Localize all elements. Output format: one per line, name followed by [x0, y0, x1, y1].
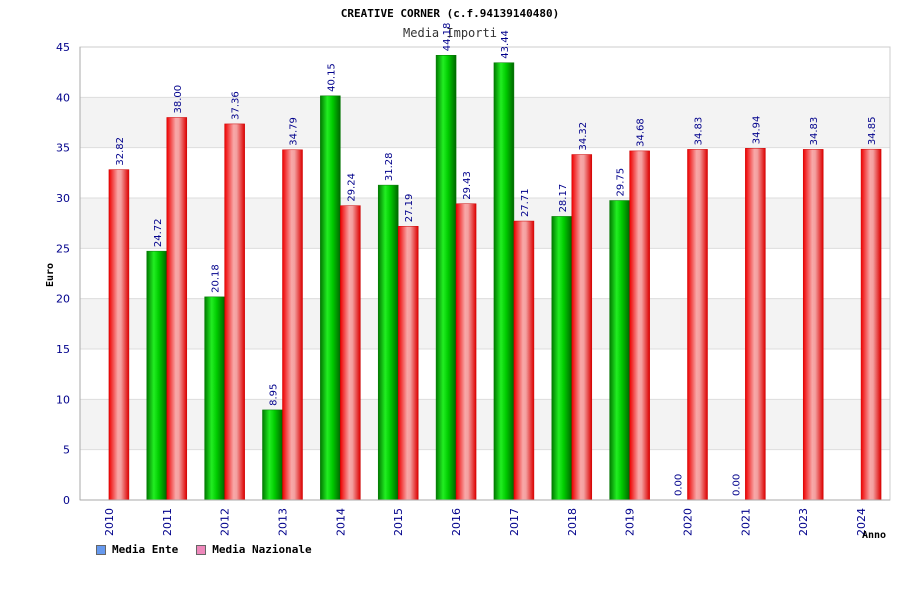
bar-nazionale-2014 [340, 205, 361, 501]
legend-swatch-nazionale [196, 544, 207, 555]
bar-nazionale-2024 [860, 148, 882, 501]
value-label-ente-2014: 40.15 [326, 63, 337, 92]
bar-nazionale-2019 [629, 150, 650, 501]
bar-ente-2017 [493, 62, 515, 501]
value-label-nazionale-2023: 34.83 [809, 117, 820, 146]
legend-item-nazionale: Media Nazionale [196, 543, 312, 556]
y-tick-label: 20 [56, 293, 70, 306]
value-label-ente-2021: 0.00 [731, 474, 742, 496]
plot-band [80, 47, 890, 98]
value-labels: 32.82 24.72 38.00 20.18 37.36 8.95 34.79 40.15 2… [115, 23, 878, 496]
value-label-ente-2016: 44.18 [442, 23, 453, 52]
value-label-ente-2019: 29.75 [616, 168, 627, 197]
bars [108, 55, 882, 501]
plot-band [80, 349, 890, 400]
value-label-nazionale-2017: 27.71 [520, 188, 531, 217]
value-label-nazionale-2016: 29.43 [462, 171, 473, 200]
legend-label-nazionale: Media Nazionale [212, 543, 312, 556]
y-tick-label: 0 [63, 494, 70, 507]
y-tick-label: 15 [56, 343, 70, 356]
plot-band [80, 449, 890, 500]
plot-band [80, 147, 890, 198]
value-label-nazionale-2010: 32.82 [115, 137, 126, 166]
bar-nazionale-2013 [282, 149, 303, 501]
x-axis-label: Anno [862, 530, 886, 541]
y-tick-label: 40 [56, 91, 70, 104]
value-label-nazionale-2011: 38.00 [173, 85, 184, 114]
bar-nazionale-2020 [687, 149, 708, 501]
bar-nazionale-2015 [397, 226, 419, 501]
y-tick-labels: 0 5 10 15 20 25 30 35 40 45 [56, 41, 70, 507]
bar-ente-2013 [262, 409, 283, 501]
bar-ente-2018 [551, 216, 573, 501]
bar-nazionale-2017 [513, 220, 535, 501]
value-label-ente-2015: 31.28 [384, 152, 395, 181]
x-tick-label-2024: 2024 [855, 508, 868, 536]
x-tick-label-2016: 2016 [450, 508, 463, 536]
x-tick-label-2020: 2020 [682, 508, 695, 536]
y-tick-label: 5 [63, 444, 70, 457]
value-label-ente-2020: 0.00 [674, 474, 685, 496]
chart-title: CREATIVE CORNER (c.f.94139140480) [341, 7, 560, 20]
x-tick-label-2018: 2018 [566, 508, 579, 536]
y-tick-label: 30 [56, 192, 70, 205]
value-label-ente-2011: 24.72 [153, 219, 164, 248]
bar-nazionale-2012 [224, 123, 245, 501]
x-tick-label-2019: 2019 [624, 508, 637, 536]
x-tick-label-2015: 2015 [392, 508, 405, 536]
plot-band [80, 399, 890, 450]
plot-band [80, 298, 890, 349]
x-tick-label-2012: 2012 [219, 508, 232, 536]
y-tick-label: 25 [56, 242, 70, 255]
bar-ente-2011 [146, 250, 168, 501]
plot-band [80, 198, 890, 249]
axes [79, 46, 891, 501]
legend-swatch-ente [96, 544, 106, 555]
bar-nazionale-2010 [108, 169, 130, 501]
x-tick-labels: 2010 2011 2012 2013 2014 2015 2016 2017 2018 2019… [103, 508, 868, 536]
chart-subtitle: Media Importi [403, 26, 497, 40]
value-label-nazionale-2018: 34.32 [578, 122, 589, 151]
value-label-nazionale-2024: 34.85 [867, 117, 878, 146]
value-label-nazionale-2014: 29.24 [346, 173, 357, 202]
value-label-nazionale-2020: 34.83 [694, 117, 705, 146]
y-tick-label: 35 [56, 142, 70, 155]
y-tick-label: 45 [56, 41, 70, 54]
x-tick-label-2010: 2010 [103, 508, 116, 536]
value-label-ente-2018: 28.17 [558, 184, 569, 213]
legend: Media Ente Media Nazionale [96, 543, 312, 556]
y-tick-label: 10 [56, 393, 70, 406]
x-tick-label-2013: 2013 [277, 508, 290, 536]
bar-nazionale-2018 [571, 154, 593, 501]
bar-ente-2014 [320, 95, 341, 501]
bar-nazionale-2021 [745, 148, 766, 501]
bar-ente-2016 [435, 55, 457, 501]
value-label-ente-2012: 20.18 [211, 264, 222, 293]
legend-label-ente: Media Ente [112, 543, 179, 556]
bar-nazionale-2023 [802, 149, 824, 501]
x-tick-label-2011: 2011 [161, 508, 174, 536]
bar-nazionale-2016 [455, 203, 477, 501]
x-tick-label-2021: 2021 [739, 508, 752, 536]
plot-background [80, 47, 890, 500]
value-label-nazionale-2015: 27.19 [404, 194, 415, 223]
y-axis-label: Euro [45, 263, 56, 287]
bar-nazionale-2011 [166, 117, 188, 501]
bar-ente-2019 [609, 200, 630, 501]
plot-band [80, 97, 890, 148]
value-label-nazionale-2019: 34.68 [636, 118, 647, 147]
value-label-ente-2013: 8.95 [269, 384, 280, 406]
x-tick-label-2023: 2023 [797, 508, 810, 536]
value-label-nazionale-2012: 37.36 [231, 91, 242, 120]
bar-ente-2015 [377, 184, 399, 501]
x-tick-label-2014: 2014 [334, 508, 347, 536]
bar-ente-2012 [204, 296, 225, 501]
legend-item-ente: Media Ente [96, 543, 178, 556]
plot-band [80, 248, 890, 299]
value-label-nazionale-2013: 34.79 [289, 117, 300, 146]
value-label-ente-2017: 43.44 [500, 30, 511, 59]
x-tick-label-2017: 2017 [508, 508, 521, 536]
value-label-nazionale-2021: 34.94 [751, 116, 762, 145]
